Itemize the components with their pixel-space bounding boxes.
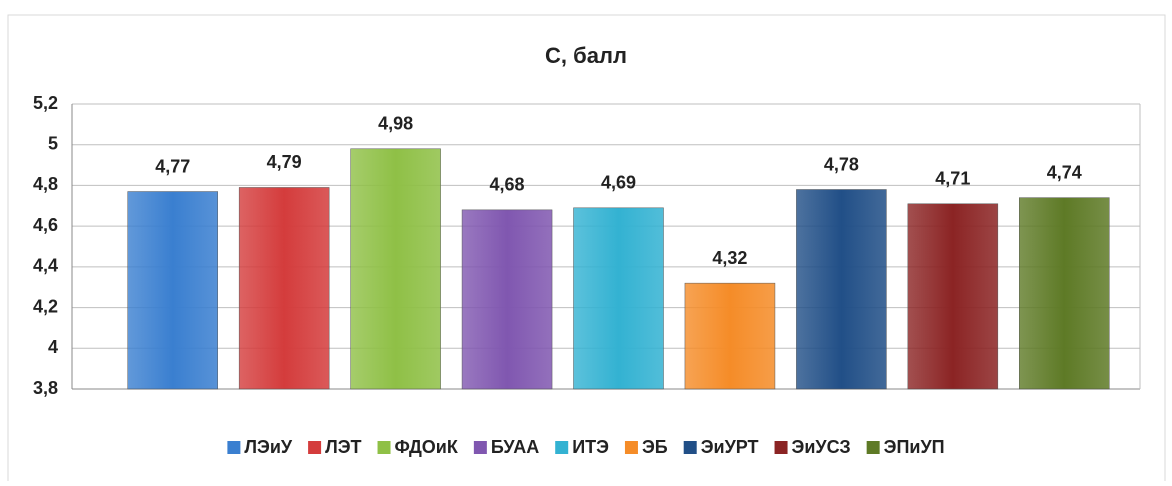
y-tick-label: 4,2 [33,296,58,316]
bar [461,209,553,390]
data-label: 4,78 [824,154,859,174]
bar [796,189,887,390]
legend-swatch [227,441,241,454]
legend-swatch [308,441,322,454]
legend-label: ЛЭТ [325,437,361,457]
legend-swatch [774,441,788,454]
y-tick-label: 4,8 [33,174,58,194]
y-tick-label: 5,2 [33,93,58,113]
legend-swatch [377,441,391,454]
legend-label: БУАА [491,437,539,457]
bar [127,191,218,390]
data-label: 4,71 [935,169,970,189]
y-tick-label: 4,4 [33,256,58,276]
bar [1019,197,1110,390]
legend-label: ЭБ [642,437,668,457]
bar [238,187,330,390]
data-label: 4,98 [378,114,413,134]
legend-swatch [683,441,697,454]
y-tick-label: 4,6 [33,215,58,235]
data-label: 4,68 [490,175,525,195]
legend-label: ИТЭ [572,437,609,457]
y-tick-label: 3,8 [33,378,58,398]
bar [350,148,441,390]
y-tick-label: 5 [48,133,58,153]
legend-swatch [866,441,880,454]
legend-label: ФДОиК [395,437,459,457]
legend-label: ЭиУСЗ [792,437,851,457]
y-tick-label: 4 [48,337,58,357]
data-label: 4,69 [601,173,636,193]
data-label: 4,79 [267,152,302,172]
bar [907,203,999,390]
chart-title: С, балл [545,43,627,68]
legend-swatch [624,441,638,454]
bar [573,207,664,390]
bar [684,282,776,390]
legend-label: ЛЭиУ [244,437,293,457]
legend-label: ЭиУРТ [701,437,759,457]
legend-label: ЭПиУП [884,437,945,457]
legend-swatch [555,441,569,454]
data-label: 4,77 [155,156,190,176]
data-label: 4,32 [712,248,747,268]
legend-swatch [473,441,487,454]
data-label: 4,74 [1047,162,1082,182]
